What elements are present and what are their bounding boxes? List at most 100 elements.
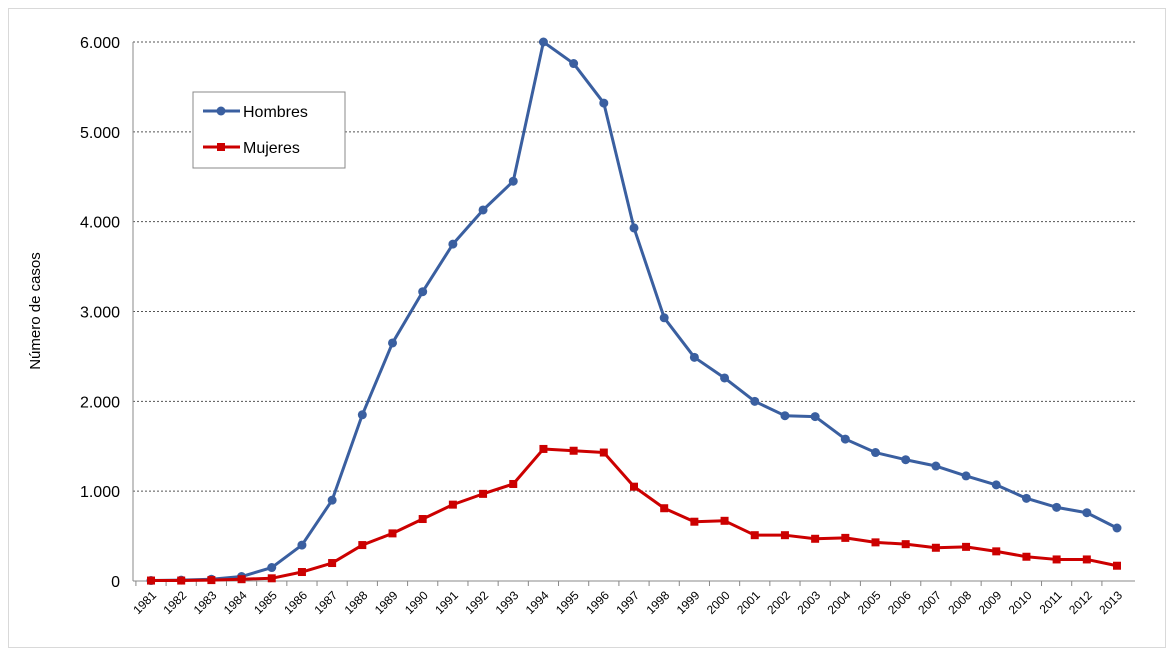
x-tick-label: 1995 (553, 588, 582, 617)
data-point (901, 540, 910, 549)
x-tick-label: 2005 (855, 588, 884, 617)
y-axis-title: Número de casos (27, 252, 44, 370)
data-point (448, 500, 457, 509)
legend-item-hombres: Hombres (203, 104, 308, 121)
data-point (418, 287, 428, 297)
x-tick-label: 1984 (221, 588, 250, 617)
data-point (237, 575, 246, 584)
data-point (810, 412, 820, 422)
data-point (871, 538, 880, 547)
data-point (267, 563, 277, 573)
legend-marker (216, 106, 226, 116)
data-point (750, 531, 759, 540)
legend-marker (217, 143, 225, 151)
x-tick-label: 1988 (342, 588, 371, 617)
data-point (207, 576, 216, 585)
data-point (599, 448, 608, 457)
data-point (689, 352, 699, 362)
data-point (448, 239, 458, 249)
series-line (151, 447, 1118, 583)
legend-item-mujeres: Mujeres (203, 140, 300, 157)
data-point (1021, 493, 1031, 503)
x-tick-label: 2009 (976, 588, 1005, 617)
x-tick-label: 2007 (915, 588, 944, 617)
data-point (811, 534, 820, 543)
x-tick-label: 1990 (402, 588, 431, 617)
data-point (327, 495, 337, 505)
series-group (146, 37, 1122, 586)
data-point (297, 540, 307, 550)
x-tick-label: 2006 (885, 588, 914, 617)
y-tick-label: 1.000 (80, 484, 120, 501)
data-point (659, 313, 669, 323)
data-point (599, 98, 609, 108)
x-tick-label: 2011 (1037, 588, 1065, 616)
data-point (841, 533, 850, 542)
data-point (750, 396, 760, 406)
data-point (992, 547, 1001, 556)
data-point (267, 574, 276, 583)
x-tick-label: 1997 (613, 588, 642, 617)
data-point (630, 482, 638, 491)
data-point (418, 515, 427, 524)
data-point (780, 531, 789, 540)
legend-box (192, 91, 346, 169)
x-tick-label: 2000 (704, 588, 733, 617)
x-tick-label: 1996 (583, 588, 612, 617)
data-point (931, 543, 940, 552)
data-point (509, 479, 518, 488)
x-tick-label: 2003 (794, 588, 823, 617)
series-mujeres (147, 444, 1121, 585)
x-tick-label: 1993 (493, 588, 522, 617)
data-point (328, 559, 337, 568)
data-point (720, 373, 730, 383)
data-point (840, 434, 850, 444)
x-tick-label: 1981 (130, 588, 159, 617)
legend: Hombres Mujeres (192, 91, 346, 169)
x-tick-label: 2002 (764, 588, 793, 617)
data-point (508, 176, 518, 186)
x-tick-label: 2004 (825, 588, 854, 617)
x-tick-label: 1998 (644, 588, 673, 617)
data-point (478, 205, 488, 215)
y-tick-label: 6.000 (80, 35, 120, 52)
x-tick-label: 1982 (161, 588, 190, 617)
x-tick-label: 1987 (311, 588, 340, 617)
data-point (780, 411, 790, 421)
data-point (479, 489, 488, 498)
data-point (991, 480, 1001, 490)
data-point (1052, 555, 1061, 564)
x-tick-label: 1983 (191, 588, 220, 617)
data-point (388, 338, 397, 348)
x-tick-label: 2010 (1006, 588, 1035, 617)
data-point (871, 448, 880, 458)
y-tick-label: 0 (111, 574, 120, 591)
y-tick-label: 5.000 (80, 125, 120, 142)
data-point (901, 455, 911, 465)
y-tick-label: 4.000 (80, 215, 120, 232)
data-point (690, 517, 699, 526)
y-axis-ticks: 0 1.000 2.000 3.000 4.000 5.000 6.000 (80, 35, 120, 591)
data-point (660, 504, 669, 513)
y-tick-label: 2.000 (80, 394, 120, 411)
data-point (931, 461, 941, 471)
x-tick-label: 1985 (251, 588, 280, 617)
data-point (569, 59, 579, 69)
data-point (1112, 523, 1122, 533)
x-tick-label: 1986 (281, 588, 310, 617)
legend-label: Mujeres (243, 140, 300, 157)
data-point (297, 568, 306, 577)
data-point (388, 529, 397, 538)
data-point (358, 541, 367, 550)
x-tick-label: 2012 (1066, 588, 1095, 617)
data-point (1113, 561, 1121, 570)
x-tick-label: 1991 (432, 588, 461, 617)
x-tick-label: 1989 (372, 588, 401, 617)
data-point (629, 223, 639, 233)
data-point (538, 37, 548, 47)
data-point (962, 542, 971, 551)
x-tick-label: 2008 (945, 588, 974, 617)
x-tick-label: 2001 (734, 588, 763, 617)
x-tick-label: 1992 (462, 588, 491, 617)
